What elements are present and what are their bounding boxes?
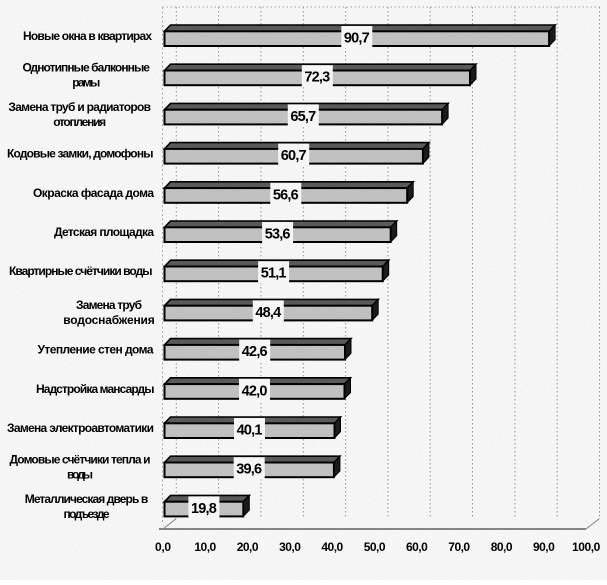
svg-text:водоснабжения: водоснабжения	[63, 313, 155, 327]
svg-text:Кодовые замки, домофоны: Кодовые замки, домофоны	[7, 147, 154, 161]
svg-text:100,0: 100,0	[572, 540, 601, 554]
svg-text:20,0: 20,0	[237, 540, 259, 554]
svg-text:56,6: 56,6	[273, 187, 299, 203]
svg-text:42,0: 42,0	[242, 383, 268, 399]
svg-text:0,0: 0,0	[155, 540, 171, 554]
svg-text:65,7: 65,7	[290, 109, 316, 125]
svg-text:51,1: 51,1	[261, 266, 287, 282]
svg-text:80,0: 80,0	[491, 540, 513, 554]
svg-text:Новые окна в квартирах: Новые окна в квартирах	[23, 29, 152, 43]
svg-text:Детская площадка: Детская площадка	[54, 225, 154, 239]
svg-text:Замена труб: Замена труб	[76, 298, 142, 312]
svg-text:Окраска фасада дома: Окраска фасада дома	[33, 186, 154, 200]
svg-text:48,4: 48,4	[255, 305, 281, 321]
svg-text:42,6: 42,6	[242, 344, 268, 360]
svg-text:Замена труб и радиаторов: Замена труб и радиаторов	[8, 100, 151, 114]
svg-text:72,3: 72,3	[304, 70, 330, 86]
svg-text:Надстройка мансарды: Надстройка мансарды	[36, 382, 155, 396]
svg-text:рамы: рамы	[72, 76, 100, 90]
svg-text:70,0: 70,0	[448, 540, 470, 554]
svg-text:60,7: 60,7	[281, 148, 307, 164]
svg-text:40,1: 40,1	[237, 423, 263, 439]
svg-text:Квартирные счётчики воды: Квартирные счётчики воды	[9, 264, 153, 278]
svg-text:воды: воды	[67, 468, 93, 482]
svg-text:19,8: 19,8	[191, 501, 217, 517]
svg-text:50,0: 50,0	[364, 540, 386, 554]
svg-text:53,6: 53,6	[265, 227, 291, 243]
svg-text:90,0: 90,0	[533, 540, 555, 554]
svg-text:10,0: 10,0	[194, 540, 216, 554]
svg-text:30,0: 30,0	[279, 540, 301, 554]
svg-text:Домовые счётчики тепла и: Домовые счётчики тепла и	[10, 453, 151, 467]
svg-text:Однотипные балконные: Однотипные балконные	[22, 61, 150, 75]
svg-text:60,0: 60,0	[406, 540, 428, 554]
svg-text:39,6: 39,6	[236, 462, 262, 478]
svg-text:подъезде: подъезде	[64, 507, 110, 521]
svg-text:90,7: 90,7	[344, 31, 370, 47]
svg-text:Замена электроавтоматики: Замена электроавтоматики	[7, 421, 154, 435]
svg-text:отопления: отопления	[53, 115, 106, 129]
svg-text:40,0: 40,0	[321, 540, 343, 554]
svg-text:Утепление стен дома: Утепление стен дома	[38, 343, 154, 357]
svg-text:Металлическая дверь в: Металлическая дверь в	[25, 492, 149, 506]
